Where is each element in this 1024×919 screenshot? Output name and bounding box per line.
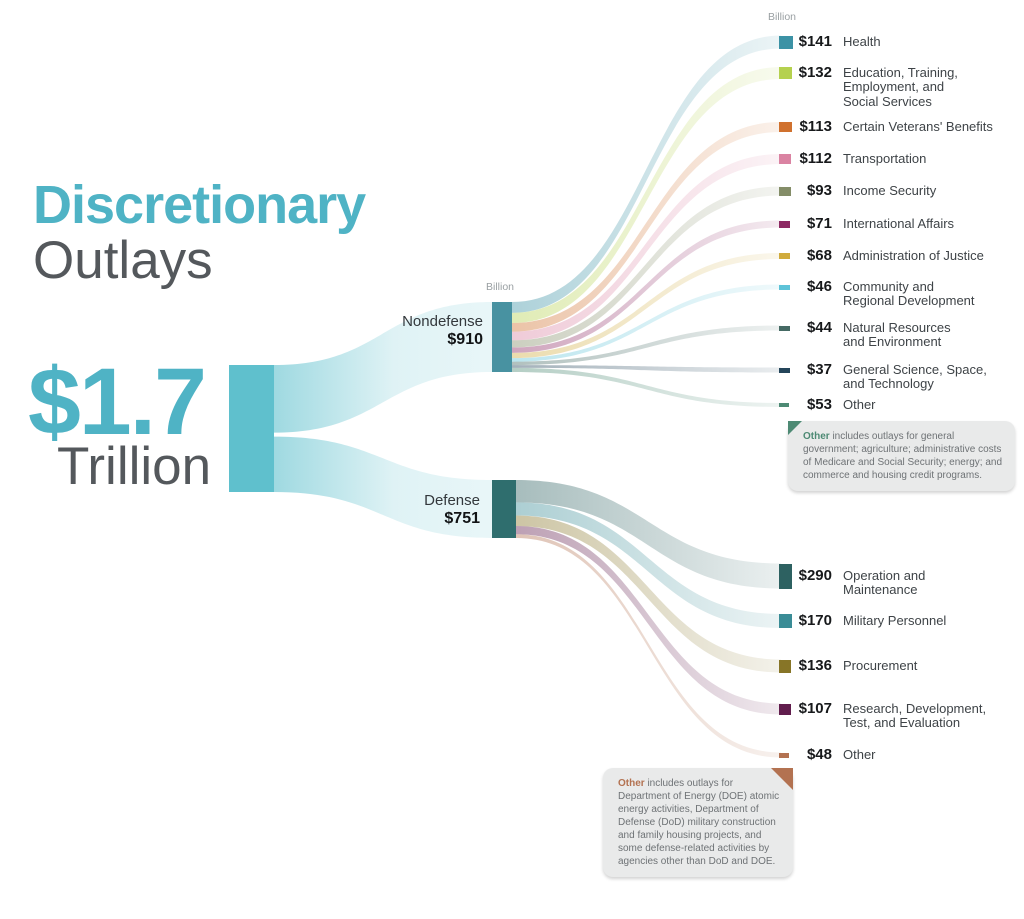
legend-swatch-nondefense-education [779, 67, 792, 79]
legend-value-nondefense-education: $132 [798, 64, 832, 81]
legend-label-defense-research: Research, Development, Test, and Evaluat… [843, 700, 987, 730]
legend-swatch-defense-operation [779, 563, 792, 589]
nondefense-node-label: Nondefense $910 [330, 313, 483, 349]
legend-label-nondefense-international: International Affairs [843, 215, 955, 231]
legend-value-defense-military: $170 [798, 612, 832, 629]
billion-note-mid: Billion [486, 281, 515, 293]
legend-value-nondefense-international: $71 [806, 215, 832, 232]
flow-defense-other [516, 534, 781, 758]
legend-swatch-defense-research [779, 703, 791, 715]
legend-label-nondefense-natural: Natural Resources and Environment [843, 319, 951, 349]
defense-other-note: Other includes outlays for Department of… [603, 768, 793, 877]
flow-root-to-defense [274, 436, 492, 538]
legend-value-nondefense-other: $53 [806, 396, 832, 413]
legend-label-nondefense-other: Other [843, 396, 876, 412]
total-unit: Trillion [57, 437, 212, 496]
legend-label-nondefense-health: Health [843, 33, 881, 49]
legend-value-nondefense-natural: $44 [806, 319, 832, 336]
flow-nondefense-natural [512, 325, 781, 366]
root-node [229, 365, 274, 492]
legend-swatch-defense-military [779, 614, 792, 628]
note-corner-icon [788, 421, 802, 435]
legend-swatch-defense-other [779, 752, 789, 758]
legend-label-defense-military: Military Personnel [843, 612, 947, 628]
defense-name: Defense [424, 492, 480, 509]
legend-value-nondefense-transportation: $112 [799, 150, 832, 167]
legend-value-defense-other: $48 [806, 746, 832, 763]
legend-value-nondefense-income: $93 [806, 182, 832, 199]
note2-text: includes outlays for Department of Energ… [618, 778, 780, 867]
legend-label-defense-other: Other [843, 746, 876, 762]
flow-nondefense-transportation [512, 154, 781, 341]
legend-swatch-nondefense-certain [779, 122, 792, 132]
flow-nondefense-international [512, 220, 781, 353]
flow-nondefense-general [512, 365, 781, 373]
flow-defense-military [516, 502, 781, 628]
legend-swatch-nondefense-health [779, 35, 793, 49]
legend-label-defense-procurement: Procurement [843, 657, 918, 673]
legend-swatch-nondefense-transportation [779, 154, 791, 164]
flow-nondefense-community [512, 284, 781, 362]
legend-swatch-defense-procurement [779, 659, 791, 673]
flow-nondefense-health [512, 35, 781, 313]
page-title: Discretionary [33, 175, 366, 235]
legend-label-nondefense-administration: Administration of Justice [843, 247, 984, 263]
legend-value-defense-procurement: $136 [798, 657, 832, 674]
legend-swatch-nondefense-general [779, 367, 790, 373]
note-corner-icon [771, 768, 793, 790]
nondefense-value: $910 [447, 331, 483, 348]
flow-nondefense-administration [512, 253, 781, 359]
flow-nondefense-education [512, 67, 781, 323]
legend-swatch-nondefense-other [779, 403, 789, 407]
legend-swatch-nondefense-community [779, 284, 790, 290]
legend-value-defense-research: $107 [798, 700, 832, 717]
defense-node [492, 480, 516, 538]
nondefense-node [492, 302, 512, 372]
legend-label-nondefense-general: General Science, Space, and Technology [843, 361, 987, 391]
nondefense-name: Nondefense [402, 313, 483, 330]
defense-value: $751 [444, 510, 480, 527]
legend-value-defense-operation: $290 [798, 567, 832, 584]
legend-value-nondefense-certain: $113 [799, 118, 832, 135]
legend-value-nondefense-community: $46 [806, 278, 832, 295]
flow-nondefense-other [512, 367, 781, 407]
total-amount: $1.7 [28, 349, 207, 455]
nondefense-other-note: Other includes outlays for general gover… [788, 421, 1015, 491]
page-subtitle: Outlays [33, 231, 213, 290]
legend-value-nondefense-health: $141 [798, 33, 832, 50]
flow-defense-research [516, 526, 781, 715]
note1-text: includes outlays for general government;… [803, 431, 1002, 481]
flow-defense-operation [516, 480, 781, 589]
legend-label-nondefense-certain: Certain Veterans' Benefits [843, 118, 993, 134]
flow-root-to-nondefense [274, 302, 492, 433]
legend-label-nondefense-education: Education, Training, Employment, and Soc… [843, 64, 958, 109]
legend-label-nondefense-income: Income Security [843, 182, 937, 198]
note1-lead: Other [803, 431, 830, 442]
flow-nondefense-income [512, 186, 781, 348]
billion-note-right: Billion [768, 11, 797, 23]
legend-label-nondefense-transportation: Transportation [843, 150, 927, 166]
legend-value-nondefense-general: $37 [806, 361, 832, 378]
flow-defense-procurement [516, 515, 781, 673]
legend-value-nondefense-administration: $68 [806, 247, 832, 264]
defense-node-label: Defense $751 [330, 492, 480, 528]
legend-label-nondefense-community: Community and Regional Development [843, 278, 975, 308]
flow-nondefense-certain [512, 122, 781, 332]
legend-swatch-nondefense-international [779, 220, 790, 228]
legend-swatch-nondefense-administration [779, 253, 790, 259]
legend-swatch-nondefense-income [779, 186, 791, 196]
legend-label-defense-operation: Operation and Maintenance [843, 567, 926, 597]
legend-swatch-nondefense-natural [779, 325, 790, 331]
note2-lead: Other [618, 778, 645, 789]
